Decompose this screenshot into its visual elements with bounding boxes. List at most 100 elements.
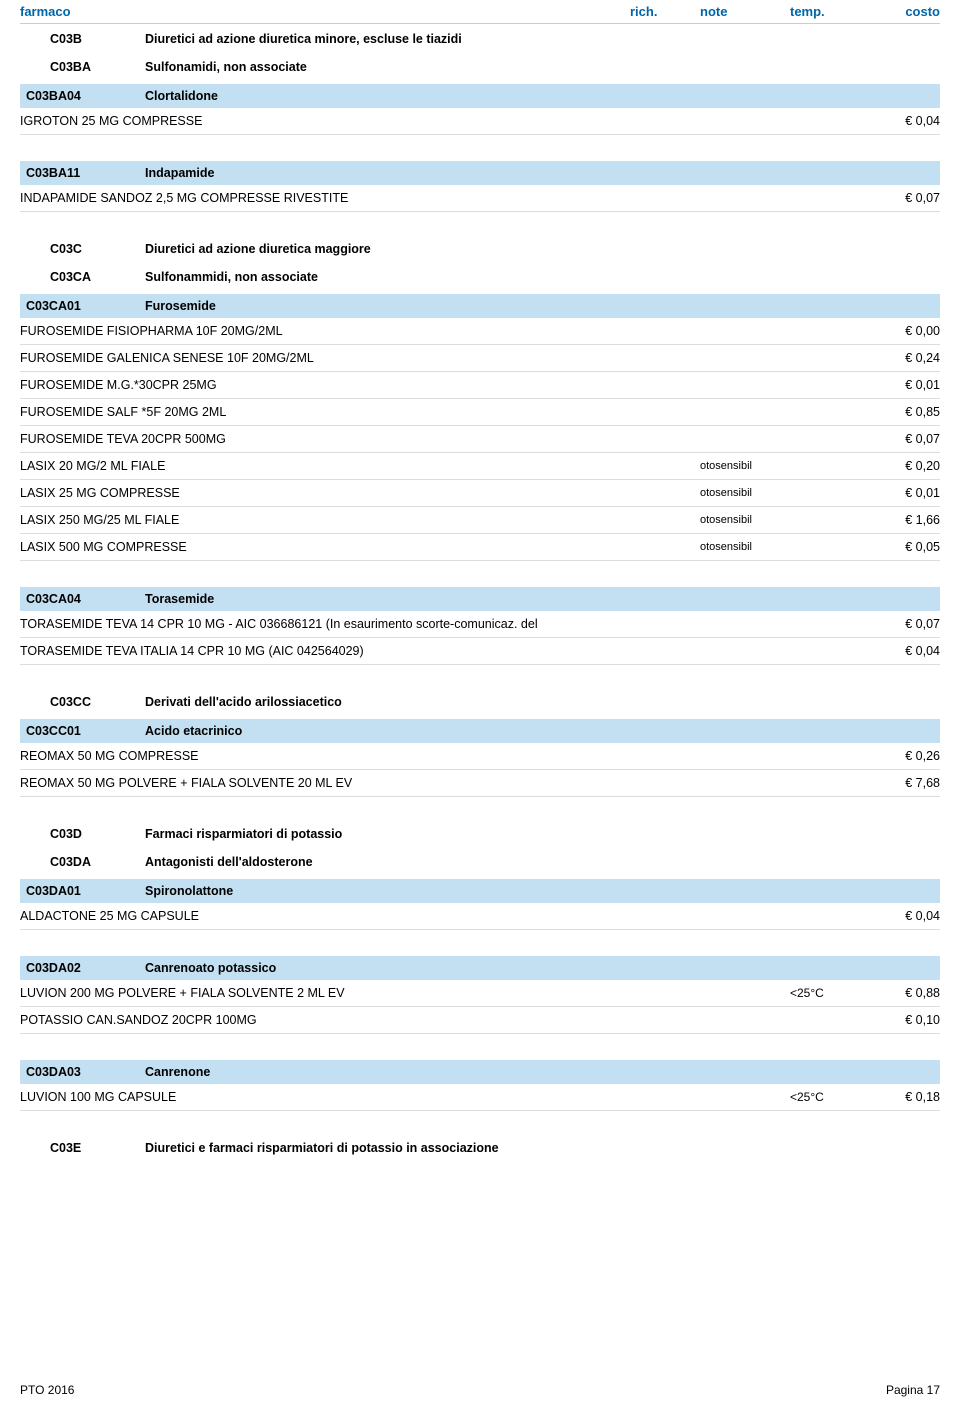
atc-name: Spironolattone	[145, 884, 934, 898]
product-name: FUROSEMIDE GALENICA SENESE 10F 20MG/2ML	[20, 351, 630, 365]
product-name: LASIX 500 MG COMPRESSE	[20, 540, 630, 554]
atc-name: Indapamide	[145, 166, 934, 180]
group-row: C03BASulfonamidi, non associate	[20, 52, 940, 80]
atc-row: C03BA11Indapamide	[20, 161, 940, 185]
product-name: INDAPAMIDE SANDOZ 2,5 MG COMPRESSE RIVES…	[20, 191, 630, 205]
atc-code: C03BA11	[26, 166, 145, 180]
product-note: otosensibil	[700, 541, 790, 553]
product-row: REOMAX 50 MG COMPRESSE € 0,26	[20, 743, 940, 770]
group-code: C03B	[50, 32, 145, 46]
product-name: POTASSIO CAN.SANDOZ 20CPR 100MG	[20, 1013, 630, 1027]
product-name: FUROSEMIDE M.G.*30CPR 25MG	[20, 378, 630, 392]
product-row: LASIX 500 MG COMPRESSEotosensibil€ 0,05	[20, 534, 940, 561]
product-costo: € 0,04	[870, 909, 940, 923]
product-costo: € 0,85	[870, 405, 940, 419]
product-name: TORASEMIDE TEVA ITALIA 14 CPR 10 MG (AIC…	[20, 644, 630, 658]
product-name: REOMAX 50 MG COMPRESSE	[20, 749, 630, 763]
product-name: LUVION 100 MG CAPSULE	[20, 1090, 630, 1104]
page-footer: PTO 2016 Pagina 17	[20, 1383, 940, 1397]
group-row: C03CCDerivati dell'acido arilossiacetico	[20, 687, 940, 715]
product-temp: <25°C	[790, 1090, 870, 1104]
product-name: REOMAX 50 MG POLVERE + FIALA SOLVENTE 20…	[20, 776, 630, 790]
sections-container: C03BDiuretici ad azione diuretica minore…	[20, 24, 940, 1161]
atc-name: Canrenone	[145, 1065, 934, 1079]
product-costo: € 0,20	[870, 459, 940, 473]
group-name: Farmaci risparmiatori di potassio	[145, 827, 940, 841]
atc-row: C03CA04Torasemide	[20, 587, 940, 611]
product-row: IGROTON 25 MG COMPRESSE€ 0,04	[20, 108, 940, 135]
group-name: Derivati dell'acido arilossiacetico	[145, 695, 940, 709]
footer-right: Pagina 17	[886, 1383, 940, 1397]
group-row: C03BDiuretici ad azione diuretica minore…	[20, 24, 940, 52]
product-row: LUVION 100 MG CAPSULE <25°C€ 0,18	[20, 1084, 940, 1111]
product-costo: € 0,07	[870, 617, 940, 631]
product-costo: € 0,00	[870, 324, 940, 338]
product-name: TORASEMIDE TEVA 14 CPR 10 MG - AIC 03668…	[20, 617, 630, 631]
header-temp: temp.	[790, 4, 870, 19]
atc-row: C03CC01Acido etacrinico	[20, 719, 940, 743]
product-note: otosensibil	[700, 460, 790, 472]
group-name: Diuretici ad azione diuretica maggiore	[145, 242, 940, 256]
product-row: LUVION 200 MG POLVERE + FIALA SOLVENTE 2…	[20, 980, 940, 1007]
product-row: POTASSIO CAN.SANDOZ 20CPR 100MG € 0,10	[20, 1007, 940, 1034]
group-name: Diuretici ad azione diuretica minore, es…	[145, 32, 940, 46]
page-container: farmaco rich. note temp. costo C03BDiure…	[0, 0, 960, 1221]
product-row: FUROSEMIDE SALF *5F 20MG 2ML € 0,85	[20, 399, 940, 426]
group-name: Sulfonammidi, non associate	[145, 270, 940, 284]
group-code: C03CC	[50, 695, 145, 709]
product-costo: € 0,10	[870, 1013, 940, 1027]
header-rich: rich.	[630, 4, 700, 19]
product-name: FUROSEMIDE SALF *5F 20MG 2ML	[20, 405, 630, 419]
header-costo: costo	[870, 4, 940, 19]
group-code: C03E	[50, 1141, 145, 1155]
atc-code: C03CA01	[26, 299, 145, 313]
atc-row: C03CA01Furosemide	[20, 294, 940, 318]
atc-code: C03BA04	[26, 89, 145, 103]
atc-code: C03DA01	[26, 884, 145, 898]
product-row: TORASEMIDE TEVA 14 CPR 10 MG - AIC 03668…	[20, 611, 940, 638]
product-costo: € 0,07	[870, 432, 940, 446]
group-row: C03DAAntagonisti dell'aldosterone	[20, 847, 940, 875]
product-costo: € 0,88	[870, 986, 940, 1000]
product-name: LUVION 200 MG POLVERE + FIALA SOLVENTE 2…	[20, 986, 630, 1000]
product-costo: € 0,24	[870, 351, 940, 365]
group-name: Antagonisti dell'aldosterone	[145, 855, 940, 869]
product-row: TORASEMIDE TEVA ITALIA 14 CPR 10 MG (AIC…	[20, 638, 940, 665]
group-code: C03D	[50, 827, 145, 841]
product-note: otosensibil	[700, 487, 790, 499]
product-note: otosensibil	[700, 514, 790, 526]
product-costo: € 0,01	[870, 486, 940, 500]
atc-code: C03CC01	[26, 724, 145, 738]
atc-name: Clortalidone	[145, 89, 934, 103]
product-row: REOMAX 50 MG POLVERE + FIALA SOLVENTE 20…	[20, 770, 940, 797]
group-name: Sulfonamidi, non associate	[145, 60, 940, 74]
group-code: C03C	[50, 242, 145, 256]
product-costo: € 7,68	[870, 776, 940, 790]
product-row: FUROSEMIDE M.G.*30CPR 25MG € 0,01	[20, 372, 940, 399]
product-row: ALDACTONE 25 MG CAPSULE€ 0,04	[20, 903, 940, 930]
product-costo: € 0,04	[870, 644, 940, 658]
atc-code: C03DA03	[26, 1065, 145, 1079]
atc-row: C03BA04Clortalidone	[20, 84, 940, 108]
atc-code: C03CA04	[26, 592, 145, 606]
group-code: C03BA	[50, 60, 145, 74]
product-costo: € 0,01	[870, 378, 940, 392]
product-row: FUROSEMIDE FISIOPHARMA 10F 20MG/2ML € 0,0…	[20, 318, 940, 345]
product-name: FUROSEMIDE FISIOPHARMA 10F 20MG/2ML	[20, 324, 630, 338]
group-row: C03EDiuretici e farmaci risparmiatori di…	[20, 1133, 940, 1161]
atc-name: Acido etacrinico	[145, 724, 934, 738]
atc-name: Canrenoato potassico	[145, 961, 934, 975]
product-name: LASIX 20 MG/2 ML FIALE	[20, 459, 630, 473]
atc-row: C03DA03Canrenone	[20, 1060, 940, 1084]
footer-left: PTO 2016	[20, 1383, 74, 1397]
product-row: FUROSEMIDE TEVA 20CPR 500MG € 0,07	[20, 426, 940, 453]
product-costo: € 0,18	[870, 1090, 940, 1104]
product-name: FUROSEMIDE TEVA 20CPR 500MG	[20, 432, 630, 446]
header-note: note	[700, 4, 790, 19]
product-costo: € 0,07	[870, 191, 940, 205]
product-row: INDAPAMIDE SANDOZ 2,5 MG COMPRESSE RIVES…	[20, 185, 940, 212]
product-costo: € 0,26	[870, 749, 940, 763]
product-row: LASIX 250 MG/25 ML FIALEotosensibil€ 1,6…	[20, 507, 940, 534]
group-row: C03CASulfonammidi, non associate	[20, 262, 940, 290]
product-temp: <25°C	[790, 986, 870, 1000]
